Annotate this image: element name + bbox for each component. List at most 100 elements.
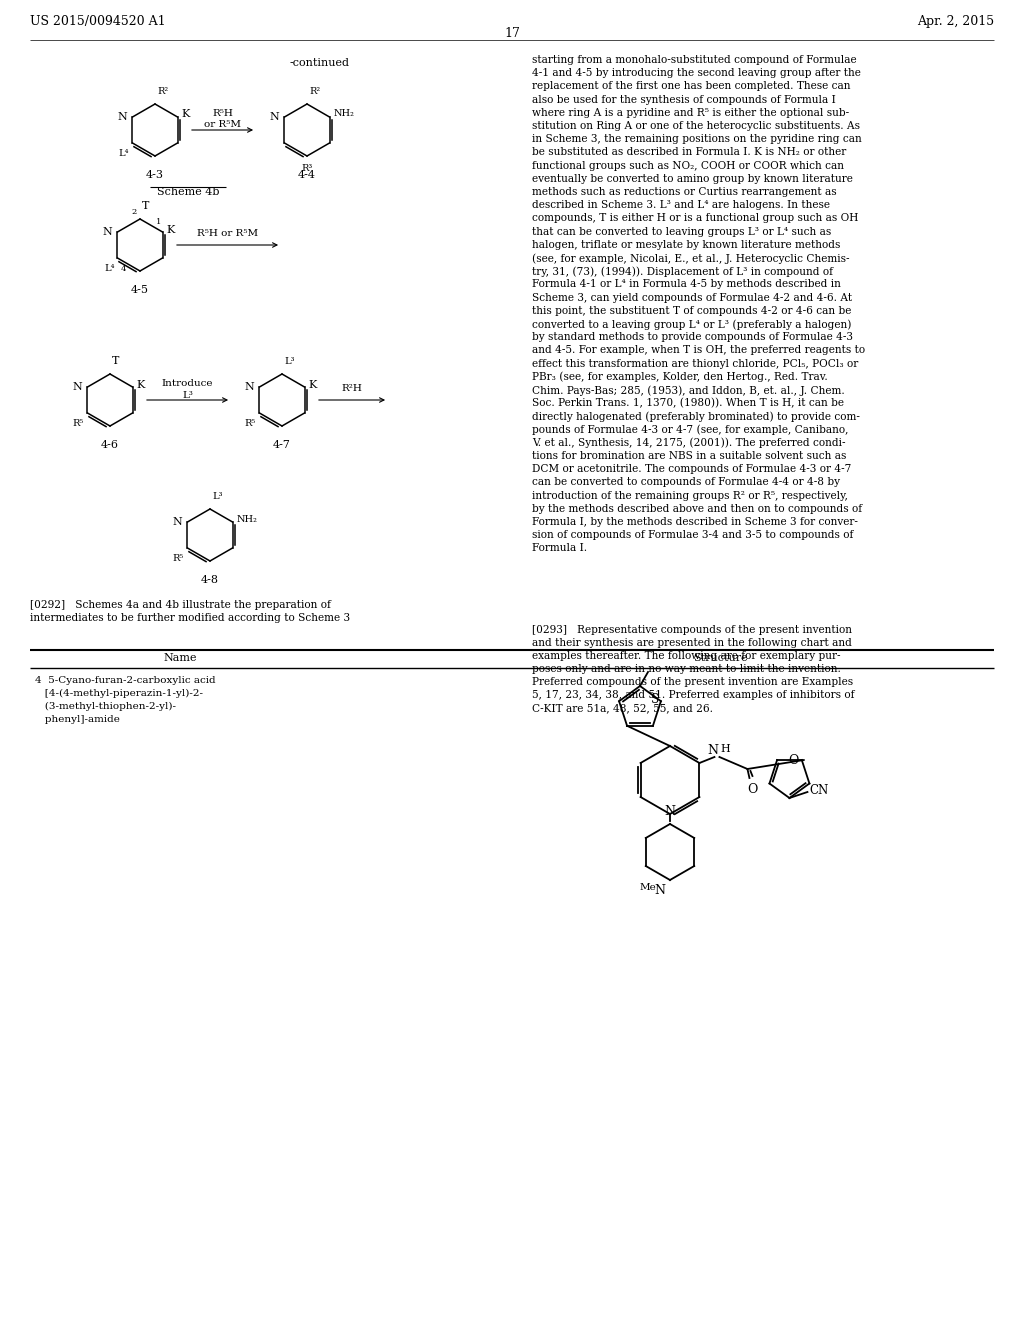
Text: N: N xyxy=(269,112,280,121)
Text: N: N xyxy=(707,744,718,758)
Text: 4  5-Cyano-furan-2-carboxylic acid: 4 5-Cyano-furan-2-carboxylic acid xyxy=(35,676,216,685)
Text: R⁵H or R⁵M: R⁵H or R⁵M xyxy=(197,228,258,238)
Text: starting from a monohalo-substituted compound of Formulae: starting from a monohalo-substituted com… xyxy=(532,55,857,65)
Text: C-KIT are 51a, 48, 52, 55, and 26.: C-KIT are 51a, 48, 52, 55, and 26. xyxy=(532,704,713,713)
Text: Me: Me xyxy=(639,883,656,892)
Text: halogen, triflate or mesylate by known literature methods: halogen, triflate or mesylate by known l… xyxy=(532,240,841,249)
Text: compounds, T is either H or is a functional group such as OH: compounds, T is either H or is a functio… xyxy=(532,214,858,223)
Text: Soc. Perkin Trans. 1, 1370, (1980)). When T is H, it can be: Soc. Perkin Trans. 1, 1370, (1980)). Whe… xyxy=(532,399,844,409)
Text: Apr. 2, 2015: Apr. 2, 2015 xyxy=(916,15,994,28)
Text: examples thereafter. The following are for exemplary pur-: examples thereafter. The following are f… xyxy=(532,651,841,661)
Text: eventually be converted to amino group by known literature: eventually be converted to amino group b… xyxy=(532,174,853,183)
Text: Formula I, by the methods described in Scheme 3 for conver-: Formula I, by the methods described in S… xyxy=(532,517,858,527)
Text: -continued: -continued xyxy=(290,58,350,69)
Text: (see, for example, Nicolai, E., et al., J. Heterocyclic Chemis-: (see, for example, Nicolai, E., et al., … xyxy=(532,253,850,264)
Text: R²: R² xyxy=(309,87,321,96)
Text: tions for bromination are NBS in a suitable solvent such as: tions for bromination are NBS in a suita… xyxy=(532,451,847,461)
Text: DCM or acetonitrile. The compounds of Formulae 4-3 or 4-7: DCM or acetonitrile. The compounds of Fo… xyxy=(532,465,851,474)
Text: Chim. Pays-Bas; 285, (1953), and Iddon, B, et. al., J. Chem.: Chim. Pays-Bas; 285, (1953), and Iddon, … xyxy=(532,385,845,396)
Text: [4-(4-methyl-piperazin-1-yl)-2-: [4-(4-methyl-piperazin-1-yl)-2- xyxy=(35,689,203,698)
Text: sion of compounds of Formulae 3-4 and 3-5 to compounds of: sion of compounds of Formulae 3-4 and 3-… xyxy=(532,531,853,540)
Text: this point, the substituent T of compounds 4-2 or 4-6 can be: this point, the substituent T of compoun… xyxy=(532,306,851,315)
Text: 4-1 and 4-5 by introducing the second leaving group after the: 4-1 and 4-5 by introducing the second le… xyxy=(532,69,861,78)
Text: NH₂: NH₂ xyxy=(237,515,257,524)
Text: Scheme 4b: Scheme 4b xyxy=(157,187,219,197)
Text: stitution on Ring A or one of the heterocyclic substituents. As: stitution on Ring A or one of the hetero… xyxy=(532,121,860,131)
Text: NH₂: NH₂ xyxy=(334,110,354,119)
Text: in Scheme 3, the remaining positions on the pyridine ring can: in Scheme 3, the remaining positions on … xyxy=(532,135,862,144)
Text: 1: 1 xyxy=(156,218,162,226)
Text: 17: 17 xyxy=(504,26,520,40)
Text: can be converted to compounds of Formulae 4-4 or 4-8 by: can be converted to compounds of Formula… xyxy=(532,478,840,487)
Text: 2: 2 xyxy=(132,209,137,216)
Text: L³: L³ xyxy=(212,492,222,502)
Text: N: N xyxy=(654,884,665,898)
Text: 4-7: 4-7 xyxy=(273,440,291,450)
Text: 4-5: 4-5 xyxy=(131,285,150,294)
Text: PBr₃ (see, for examples, Kolder, den Hertog., Red. Trav.: PBr₃ (see, for examples, Kolder, den Her… xyxy=(532,372,827,383)
Text: pounds of Formulae 4-3 or 4-7 (see, for example, Canibano,: pounds of Formulae 4-3 or 4-7 (see, for … xyxy=(532,425,848,436)
Text: Preferred compounds of the present invention are Examples: Preferred compounds of the present inven… xyxy=(532,677,853,686)
Text: K: K xyxy=(308,380,316,389)
Text: [0292]   Schemes 4a and 4b illustrate the preparation of: [0292] Schemes 4a and 4b illustrate the … xyxy=(30,601,331,610)
Text: 4: 4 xyxy=(121,265,126,273)
Text: T: T xyxy=(142,201,150,211)
Text: R⁵: R⁵ xyxy=(73,418,84,428)
Text: R³: R³ xyxy=(301,164,312,173)
Text: or R⁵M: or R⁵M xyxy=(204,120,241,129)
Text: Structure: Structure xyxy=(692,653,748,663)
Text: methods such as reductions or Curtius rearrangement as: methods such as reductions or Curtius re… xyxy=(532,187,837,197)
Text: by the methods described above and then on to compounds of: by the methods described above and then … xyxy=(532,504,862,513)
Text: R⁵: R⁵ xyxy=(172,554,183,564)
Text: R⁵H: R⁵H xyxy=(212,110,232,117)
Text: R²H: R²H xyxy=(342,384,362,393)
Text: L³: L³ xyxy=(182,391,193,400)
Text: intermediates to be further modified according to Scheme 3: intermediates to be further modified acc… xyxy=(30,612,350,623)
Text: described in Scheme 3. L³ and L⁴ are halogens. In these: described in Scheme 3. L³ and L⁴ are hal… xyxy=(532,201,830,210)
Text: 5, 17, 23, 34, 38, and 51. Preferred examples of inhibitors of: 5, 17, 23, 34, 38, and 51. Preferred exa… xyxy=(532,690,854,700)
Text: be substituted as described in Formula I. K is NH₂ or other: be substituted as described in Formula I… xyxy=(532,148,846,157)
Text: N: N xyxy=(245,381,254,392)
Text: O: O xyxy=(788,754,799,767)
Text: introduction of the remaining groups R² or R⁵, respectively,: introduction of the remaining groups R² … xyxy=(532,491,848,500)
Text: and 4-5. For example, when T is OH, the preferred reagents to: and 4-5. For example, when T is OH, the … xyxy=(532,346,865,355)
Text: N: N xyxy=(102,227,113,238)
Text: functional groups such as NO₂, COOH or COOR which can: functional groups such as NO₂, COOH or C… xyxy=(532,161,844,170)
Text: directly halogenated (preferably brominated) to provide com-: directly halogenated (preferably bromina… xyxy=(532,412,860,422)
Text: Formula 4-1 or L⁴ in Formula 4-5 by methods described in: Formula 4-1 or L⁴ in Formula 4-5 by meth… xyxy=(532,280,841,289)
Text: L⁴: L⁴ xyxy=(118,149,128,158)
Text: 4-8: 4-8 xyxy=(201,576,219,585)
Text: T: T xyxy=(112,356,120,366)
Text: and their synthesis are presented in the following chart and: and their synthesis are presented in the… xyxy=(532,638,852,648)
Text: L³: L³ xyxy=(284,356,295,366)
Text: where ring A is a pyridine and R⁵ is either the optional sub-: where ring A is a pyridine and R⁵ is eit… xyxy=(532,108,849,117)
Text: R²: R² xyxy=(157,87,168,96)
Text: H: H xyxy=(721,744,730,754)
Text: by standard methods to provide compounds of Formulae 4-3: by standard methods to provide compounds… xyxy=(532,333,853,342)
Text: 4-4: 4-4 xyxy=(298,170,316,180)
Text: N: N xyxy=(73,381,82,392)
Text: [0293]   Representative compounds of the present invention: [0293] Representative compounds of the p… xyxy=(532,624,852,635)
Text: Scheme 3, can yield compounds of Formulae 4-2 and 4-6. At: Scheme 3, can yield compounds of Formula… xyxy=(532,293,852,302)
Text: phenyl]-amide: phenyl]-amide xyxy=(35,715,120,723)
Text: converted to a leaving group L⁴ or L³ (preferably a halogen): converted to a leaving group L⁴ or L³ (p… xyxy=(532,319,851,330)
Text: N: N xyxy=(173,517,182,527)
Text: K: K xyxy=(181,110,189,119)
Text: Formula I.: Formula I. xyxy=(532,544,587,553)
Text: (3-methyl-thiophen-2-yl)-: (3-methyl-thiophen-2-yl)- xyxy=(35,702,176,711)
Text: R⁵: R⁵ xyxy=(245,418,255,428)
Text: Introduce: Introduce xyxy=(162,379,213,388)
Text: S: S xyxy=(651,693,658,706)
Text: also be used for the synthesis of compounds of Formula I: also be used for the synthesis of compou… xyxy=(532,95,836,104)
Text: try, 31, (73), (1994)). Displacement of L³ in compound of: try, 31, (73), (1994)). Displacement of … xyxy=(532,267,833,277)
Text: CN: CN xyxy=(809,784,828,797)
Text: Name: Name xyxy=(163,653,197,663)
Text: K: K xyxy=(136,380,144,389)
Text: K: K xyxy=(167,224,175,235)
Text: 4-3: 4-3 xyxy=(146,170,164,180)
Text: N: N xyxy=(665,805,676,818)
Text: US 2015/0094520 A1: US 2015/0094520 A1 xyxy=(30,15,166,28)
Text: L⁴: L⁴ xyxy=(104,264,115,273)
Text: that can be converted to leaving groups L³ or L⁴ such as: that can be converted to leaving groups … xyxy=(532,227,831,236)
Text: replacement of the first one has been completed. These can: replacement of the first one has been co… xyxy=(532,82,851,91)
